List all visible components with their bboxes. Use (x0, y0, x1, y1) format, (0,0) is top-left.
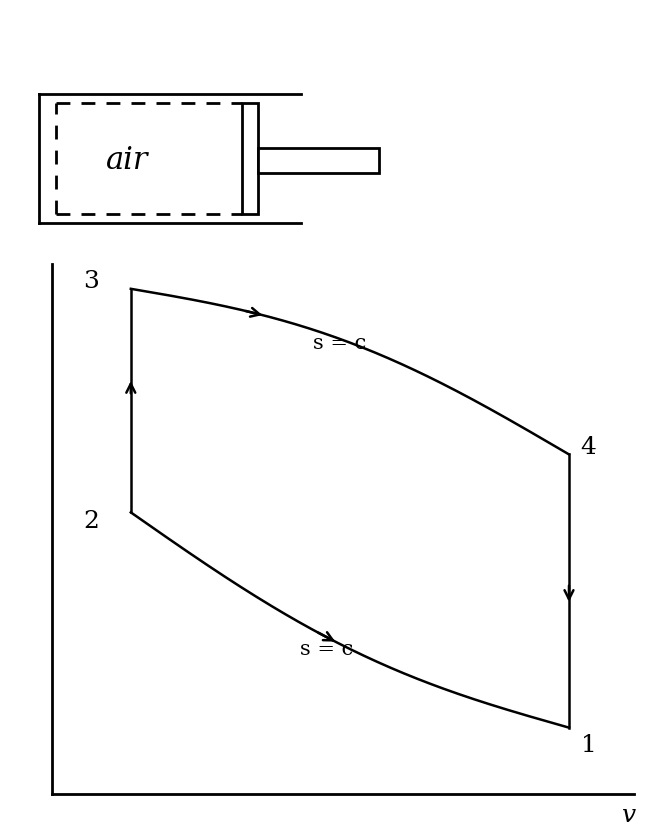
Text: air: air (107, 145, 148, 176)
Text: s = c: s = c (300, 640, 354, 658)
Text: 2: 2 (84, 509, 99, 533)
Text: 1: 1 (581, 733, 596, 756)
Text: v: v (621, 803, 635, 826)
Text: 3: 3 (84, 270, 99, 293)
Bar (258, 149, 379, 174)
Bar (242, 103, 258, 215)
Text: s = c: s = c (313, 334, 367, 352)
Text: 4: 4 (581, 435, 596, 458)
